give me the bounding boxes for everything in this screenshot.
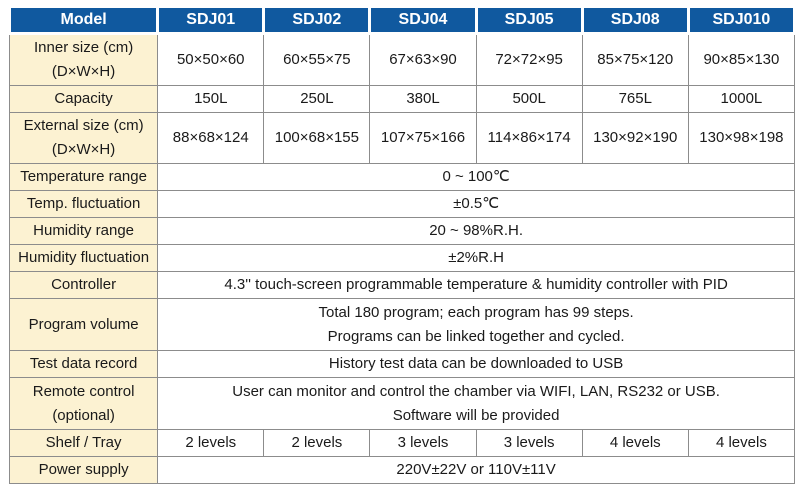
row-test-data-record: Test data record History test data can b… — [8, 350, 795, 378]
row-label-external-size: External size (cm) (D×W×H) — [8, 112, 159, 164]
program-volume-line1: Total 180 program; each program has 99 s… — [318, 303, 634, 321]
cell-program-volume: Total 180 program; each program has 99 s… — [157, 298, 795, 351]
spec-table: Model SDJ01 SDJ02 SDJ04 SDJ05 SDJ08 SDJ0… — [7, 5, 797, 484]
cell-external-size-sdj08: 130×92×190 — [581, 112, 689, 164]
cell-humidity-fluctuation: ±2%R.H — [157, 244, 795, 272]
remote-control-line2: Software will be provided — [392, 406, 560, 424]
column-header-sdj04: SDJ04 — [368, 5, 478, 35]
row-temperature-range: Temperature range 0 ~ 100℃ — [8, 163, 795, 191]
cell-shelf-tray-sdj02: 2 levels — [263, 429, 371, 457]
cell-shelf-tray-sdj05: 3 levels — [475, 429, 583, 457]
row-capacity: Capacity 150L 250L 380L 500L 765L 1000L — [8, 85, 796, 113]
row-label-inner-size: Inner size (cm) (D×W×H) — [8, 33, 159, 86]
cell-external-size-sdj010: 130×98×198 — [687, 112, 796, 164]
cell-external-size-sdj05: 114×86×174 — [475, 112, 583, 164]
cell-temp-fluctuation: ±0.5℃ — [157, 190, 795, 218]
row-label-line2: (D×W×H) — [51, 63, 116, 80]
row-label-power-supply: Power supply — [8, 456, 159, 484]
row-label-line1: Inner size (cm) — [34, 39, 134, 56]
cell-inner-size-sdj02: 60×55×75 — [263, 33, 371, 86]
cell-shelf-tray-sdj04: 3 levels — [369, 429, 477, 457]
cell-inner-size-sdj01: 50×50×60 — [157, 33, 265, 86]
cell-capacity-sdj04: 380L — [369, 85, 477, 113]
row-controller: Controller 4.3'' touch-screen programmab… — [8, 271, 795, 299]
row-label-humidity-fluctuation: Humidity fluctuation — [8, 244, 159, 272]
cell-humidity-range: 20 ~ 98%R.H. — [157, 217, 795, 245]
row-label-line1: External size (cm) — [23, 117, 144, 134]
cell-capacity-sdj05: 500L — [475, 85, 583, 113]
cell-inner-size-sdj08: 85×75×120 — [581, 33, 689, 86]
row-label-line2: (D×W×H) — [51, 141, 116, 158]
cell-power-supply: 220V±22V or 110V±11V — [157, 456, 795, 484]
row-program-volume: Program volume Total 180 program; each p… — [8, 298, 795, 351]
cell-inner-size-sdj05: 72×72×95 — [475, 33, 583, 86]
column-header-sdj010: SDJ010 — [686, 5, 797, 35]
cell-controller: 4.3'' touch-screen programmable temperat… — [157, 271, 795, 299]
row-label-line2: (optional) — [52, 406, 115, 424]
row-label-remote-control: Remote control (optional) — [8, 377, 159, 430]
row-label-capacity: Capacity — [8, 85, 159, 113]
cell-capacity-sdj01: 150L — [157, 85, 265, 113]
row-remote-control: Remote control (optional) User can monit… — [8, 377, 795, 430]
cell-shelf-tray-sdj01: 2 levels — [157, 429, 265, 457]
row-label-humidity-range: Humidity range — [8, 217, 159, 245]
column-header-sdj08: SDJ08 — [580, 5, 690, 35]
cell-temperature-range: 0 ~ 100℃ — [157, 163, 795, 191]
column-header-model: Model — [7, 5, 160, 35]
cell-capacity-sdj02: 250L — [263, 85, 371, 113]
row-label-program-volume: Program volume — [8, 298, 159, 351]
row-humidity-fluctuation: Humidity fluctuation ±2%R.H — [8, 244, 795, 272]
cell-external-size-sdj04: 107×75×166 — [369, 112, 477, 164]
row-label-temperature-range: Temperature range — [8, 163, 159, 191]
row-label-test-data-record: Test data record — [8, 350, 159, 378]
column-header-sdj05: SDJ05 — [474, 5, 584, 35]
row-label-temp-fluctuation: Temp. fluctuation — [8, 190, 159, 218]
row-label-controller: Controller — [8, 271, 159, 299]
row-humidity-range: Humidity range 20 ~ 98%R.H. — [8, 217, 795, 245]
row-power-supply: Power supply 220V±22V or 110V±11V — [8, 456, 795, 484]
cell-capacity-sdj08: 765L — [581, 85, 689, 113]
cell-external-size-sdj02: 100×68×155 — [263, 112, 371, 164]
row-external-size: External size (cm) (D×W×H) 88×68×124 100… — [8, 112, 796, 164]
cell-shelf-tray-sdj010: 4 levels — [687, 429, 796, 457]
cell-capacity-sdj010: 1000L — [687, 85, 796, 113]
row-label-line1: Remote control — [32, 382, 135, 400]
remote-control-line1: User can monitor and control the chamber… — [232, 382, 720, 400]
row-inner-size: Inner size (cm) (D×W×H) 50×50×60 60×55×7… — [8, 33, 796, 86]
row-label-shelf-tray: Shelf / Tray — [8, 429, 159, 457]
cell-external-size-sdj01: 88×68×124 — [157, 112, 265, 164]
cell-inner-size-sdj010: 90×85×130 — [687, 33, 796, 86]
header-row: Model SDJ01 SDJ02 SDJ04 SDJ05 SDJ08 SDJ0… — [7, 5, 797, 35]
column-header-sdj01: SDJ01 — [156, 5, 266, 35]
program-volume-line2: Programs can be linked together and cycl… — [327, 327, 625, 345]
cell-test-data-record: History test data can be downloaded to U… — [157, 350, 795, 378]
column-header-sdj02: SDJ02 — [262, 5, 372, 35]
row-shelf-tray: Shelf / Tray 2 levels 2 levels 3 levels … — [8, 429, 796, 457]
row-temp-fluctuation: Temp. fluctuation ±0.5℃ — [8, 190, 795, 218]
cell-inner-size-sdj04: 67×63×90 — [369, 33, 477, 86]
cell-remote-control: User can monitor and control the chamber… — [157, 377, 795, 430]
cell-shelf-tray-sdj08: 4 levels — [581, 429, 689, 457]
